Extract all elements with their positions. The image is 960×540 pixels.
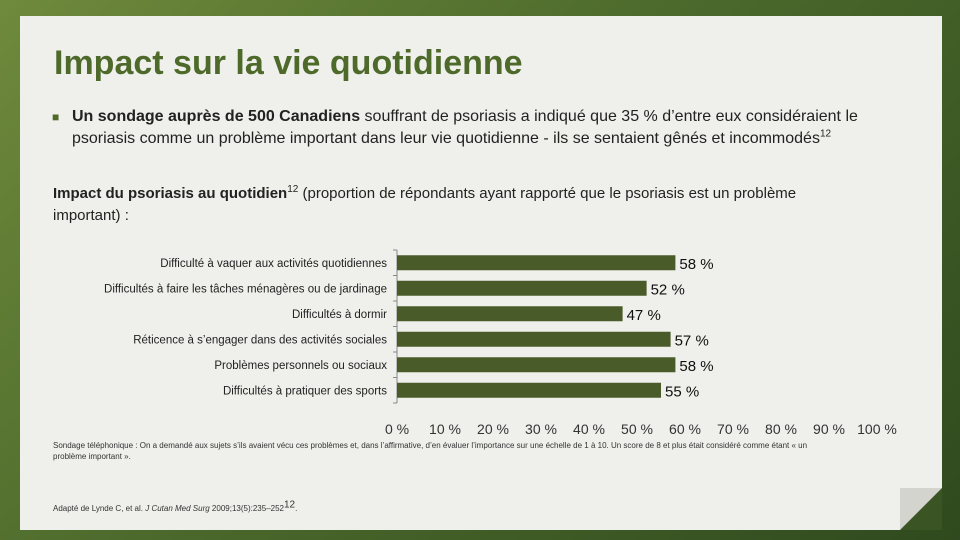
x-tick-label: 90 % [813,421,845,437]
bullet-reference: 12 [819,128,832,140]
x-tick-label: 100 % [857,421,897,437]
x-tick-label: 20 % [477,421,509,437]
page-title: Impact sur la vie quotidienne [54,44,523,82]
value-label: 58 % [679,358,713,375]
chart-subtitle-reference: 12 [287,184,299,195]
source-prefix: Adapté de Lynde C, et al. [53,504,146,513]
slide-panel [20,16,942,530]
bar [397,357,676,373]
source-citation: Adapté de Lynde C, et al. J Cutan Med Su… [53,500,298,513]
page-curl [900,488,942,530]
x-tick-label: 70 % [717,421,749,437]
value-label: 57 % [675,332,709,349]
chart-subtitle-bold: Impact du psoriasis au quotidien [53,185,288,202]
bar [397,382,661,398]
chart-subtitle-text: (proportion de répondants ayant rapporté… [53,185,797,224]
category-label: Réticence à s’engager dans des activités… [133,334,387,346]
category-label: Difficultés à pratiquer des sports [223,385,387,397]
x-tick-label: 0 % [385,421,409,437]
value-label: 58 % [679,256,713,273]
x-tick-label: 40 % [573,421,605,437]
bar [397,255,676,271]
square-bullet-icon: ■ [52,110,60,124]
x-tick-label: 10 % [429,421,461,437]
value-label: 55 % [665,383,699,400]
x-tick-label: 30 % [525,421,557,437]
category-label: Difficultés à faire les tâches ménagères… [104,283,387,295]
category-label: Problèmes personnels ou sociaux [214,360,387,372]
bar [397,331,671,347]
source-suffix: 2009;13(5):235–252 [209,504,284,513]
x-tick-label: 80 % [765,421,797,437]
bullet-text: souffrant de psoriasis a indiqué que 35 … [72,108,858,147]
chart-subtitle: Impact du psoriasis au quotidien12 (prop… [53,183,863,227]
source-end: . [295,504,298,513]
value-label: 52 % [651,281,685,298]
value-label: 47 % [627,307,661,324]
bar [397,280,647,296]
x-tick-label: 60 % [669,421,701,437]
category-label: Difficulté à vaquer aux activités quotid… [160,258,387,270]
bullet-point: ■ Un sondage auprès de 500 Canadiens souf… [52,106,872,149]
bar [397,306,623,322]
category-label: Difficultés à dormir [292,309,387,321]
source-journal: J Cutan Med Surg [145,504,210,513]
source-reference: 12 [284,499,296,511]
footnote: Sondage téléphonique : On a demandé aux … [53,441,808,461]
bullet-bold-text: Un sondage auprès de 500 Canadiens [72,108,361,125]
x-tick-label: 50 % [621,421,653,437]
